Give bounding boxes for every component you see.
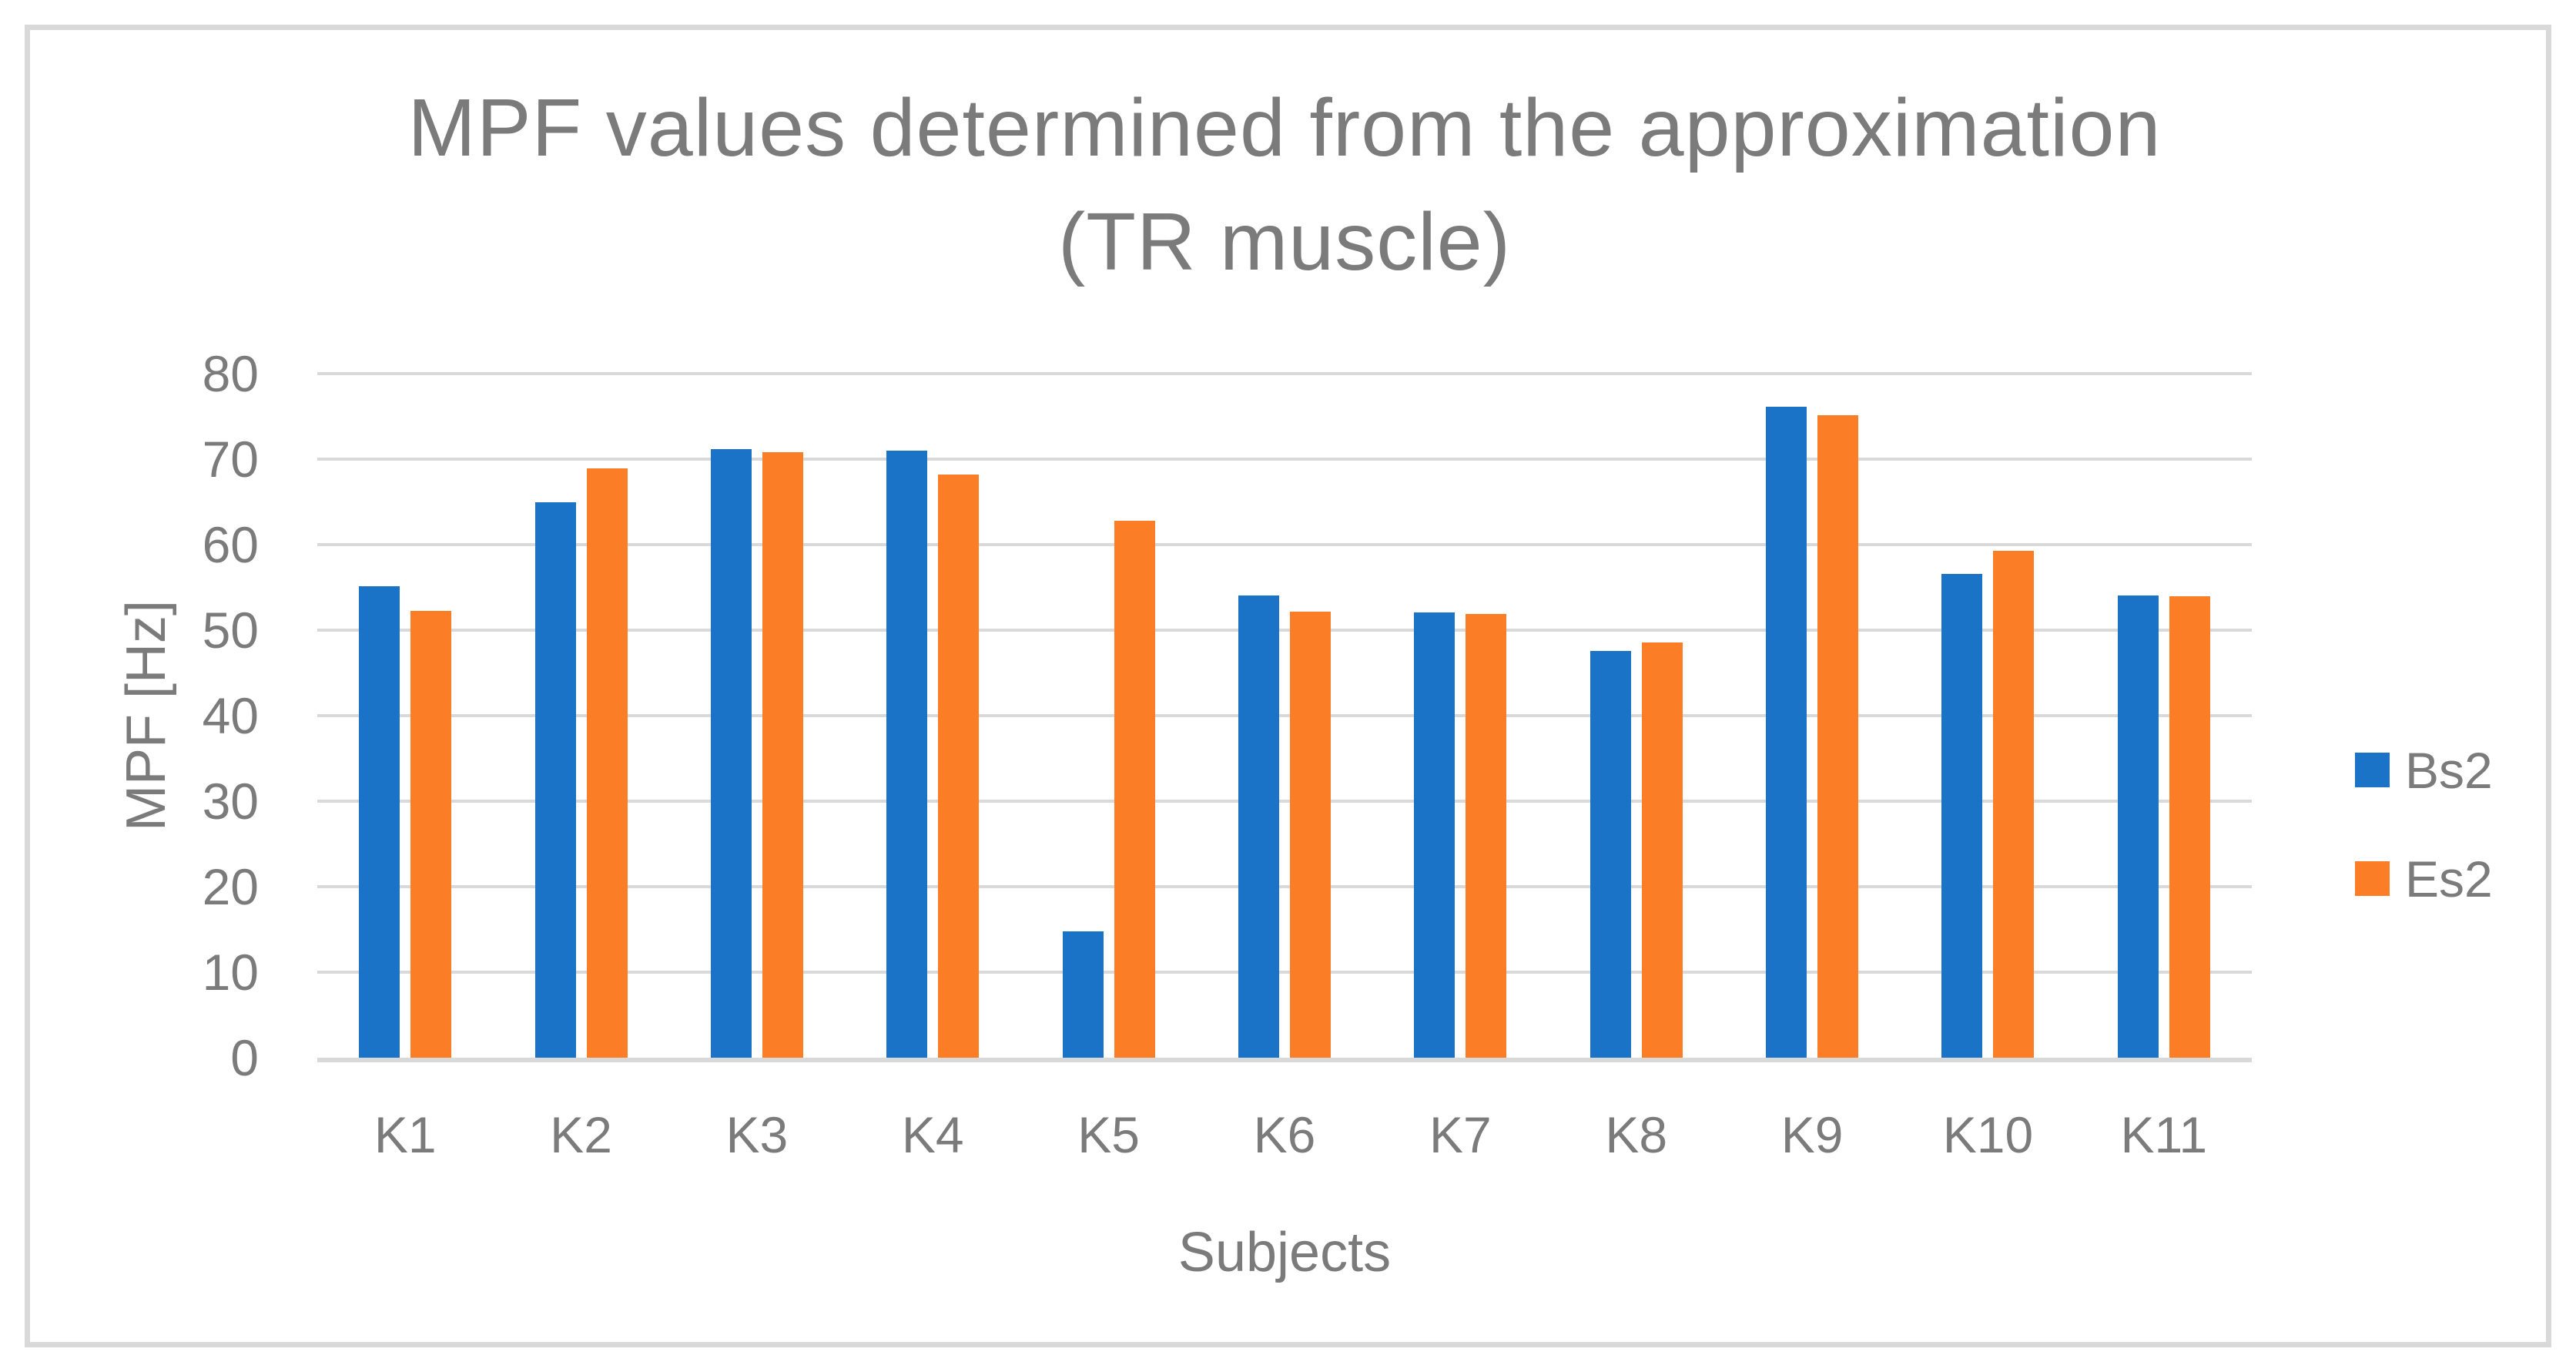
- y-tick-label-40: 40: [202, 687, 259, 744]
- bar-Bs2-K1: [359, 586, 400, 1058]
- bar-Es2-K9: [1817, 415, 1859, 1058]
- gridline-0: [317, 1058, 2252, 1062]
- bar-Es2-K5: [1114, 520, 1155, 1058]
- chart-subtitle: (TR muscle): [1057, 196, 1512, 287]
- bar-Es2-K11: [2169, 595, 2210, 1058]
- bar-Bs2-K11: [2117, 595, 2159, 1058]
- legend-label-bs2: Bs2: [2405, 741, 2493, 799]
- x-axis-title: Subjects: [1177, 1222, 1392, 1283]
- y-tick-label-60: 60: [202, 516, 259, 573]
- bar-group-K7: [1372, 374, 1548, 1058]
- gridline-50: [317, 629, 2252, 632]
- chart-outer-border: [25, 25, 2551, 1347]
- x-tick-label-K6: K6: [1253, 1106, 1316, 1163]
- bar-Es2-K7: [1466, 613, 1507, 1058]
- bar-Es2-K10: [1993, 550, 2035, 1058]
- gridline-40: [317, 714, 2252, 717]
- y-tick-label-20: 20: [202, 858, 259, 915]
- bar-group-K2: [493, 374, 668, 1058]
- bar-Bs2-K6: [1238, 595, 1279, 1058]
- bar-Bs2-K3: [710, 448, 752, 1058]
- y-tick-label-0: 0: [230, 1029, 259, 1086]
- y-tick-label-70: 70: [202, 431, 259, 488]
- legend-label-es2: Es2: [2405, 850, 2493, 907]
- y-tick-label-50: 50: [202, 602, 259, 659]
- x-tick-label-K3: K3: [725, 1106, 789, 1163]
- bar-group-K8: [1549, 374, 1724, 1058]
- bar-Es2-K4: [938, 475, 980, 1058]
- x-tick-label-K8: K8: [1605, 1106, 1668, 1163]
- x-tick-label-K2: K2: [550, 1106, 612, 1163]
- x-tick-label-K4: K4: [901, 1106, 964, 1163]
- x-tick-label-K9: K9: [1780, 1106, 1844, 1163]
- bar-groups: [317, 374, 2252, 1058]
- bar-Es2-K1: [410, 610, 452, 1058]
- chart-title: MPF values determined from the approxima…: [407, 82, 2162, 173]
- bar-group-K6: [1197, 374, 1372, 1058]
- bar-Bs2-K5: [1062, 931, 1104, 1058]
- bar-Bs2-K8: [1589, 650, 1631, 1058]
- bar-group-K11: [2076, 374, 2252, 1058]
- gridline-60: [317, 543, 2252, 546]
- bar-group-K3: [669, 374, 845, 1058]
- bar-Es2-K6: [1289, 611, 1331, 1058]
- bar-group-K10: [1900, 374, 2075, 1058]
- x-tick-label-K11: K11: [2120, 1106, 2208, 1163]
- bar-Es2-K2: [586, 468, 628, 1058]
- bar-group-K1: [317, 374, 493, 1058]
- x-tick-label-K1: K1: [374, 1106, 437, 1163]
- bar-Es2-K8: [1641, 642, 1683, 1058]
- x-tick-label-K10: K10: [1942, 1106, 2034, 1163]
- gridline-20: [317, 885, 2252, 888]
- bar-group-K5: [1020, 374, 1196, 1058]
- legend-row-bs2: Bs2: [2355, 745, 2493, 796]
- x-tick-label-K7: K7: [1429, 1106, 1492, 1163]
- bar-Bs2-K4: [886, 450, 928, 1058]
- legend-swatch-es2: [2355, 861, 2390, 896]
- gridline-70: [317, 458, 2252, 461]
- bar-group-K4: [845, 374, 1020, 1058]
- x-tick-label-K5: K5: [1077, 1106, 1140, 1163]
- gridline-10: [317, 971, 2252, 974]
- y-tick-label-80: 80: [202, 345, 259, 402]
- legend: Bs2 Es2: [2355, 745, 2493, 970]
- bar-Es2-K3: [762, 452, 803, 1058]
- bar-group-K9: [1724, 374, 1900, 1058]
- legend-swatch-bs2: [2355, 753, 2390, 787]
- plot-area: [317, 372, 2252, 1062]
- gridline-80: [317, 372, 2252, 375]
- y-tick-label-30: 30: [202, 773, 259, 830]
- bar-Bs2-K10: [1941, 573, 1983, 1058]
- legend-row-es2: Es2: [2355, 854, 2493, 904]
- bar-Bs2-K9: [1766, 407, 1807, 1058]
- bar-Bs2-K2: [534, 502, 576, 1058]
- y-tick-label-10: 10: [202, 944, 259, 1001]
- chart-title-block: MPF values determined from the approxima…: [317, 71, 2252, 299]
- bar-Bs2-K7: [1414, 612, 1455, 1058]
- gridline-30: [317, 800, 2252, 803]
